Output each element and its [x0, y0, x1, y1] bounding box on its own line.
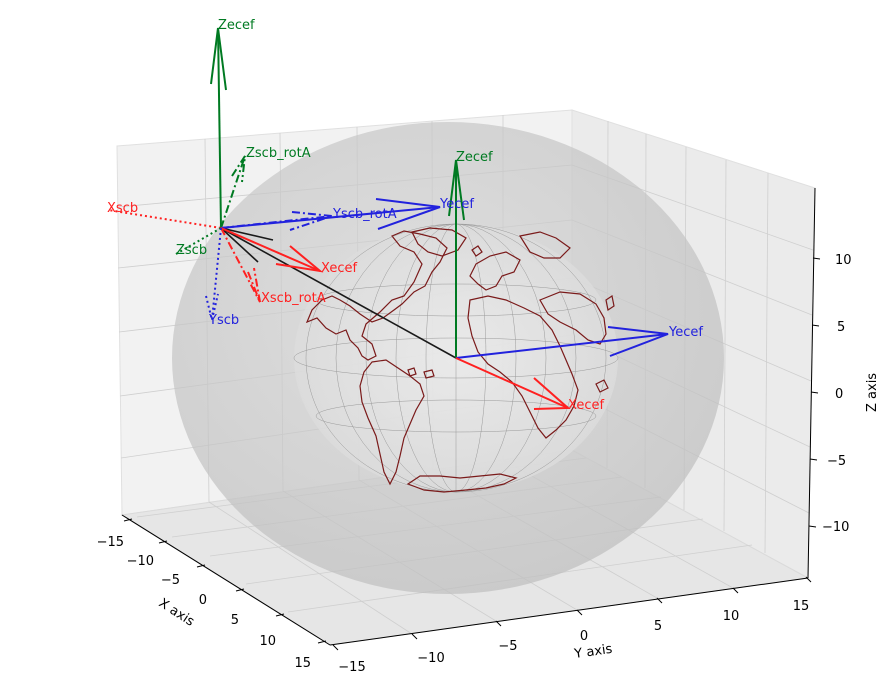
x-axis-line [121, 514, 331, 646]
arrowhead [275, 245, 324, 273]
vector-yecef-sc [220, 206, 441, 229]
x-tick-label: 10 [259, 634, 276, 649]
vector-label: Yecef [668, 325, 703, 340]
position-vector-tail [220, 227, 259, 263]
earth-frame [448, 159, 669, 410]
y-tick-label: 5 [654, 619, 662, 634]
coastlines [305, 227, 615, 493]
vector-zscb-rota [220, 155, 246, 229]
arrowhead [375, 198, 441, 230]
vector-zscb [175, 227, 222, 255]
arrowhead [247, 267, 261, 303]
vector-zecef-sc [217, 27, 222, 229]
x-tick-label: −5 [161, 573, 180, 588]
x-tick-label: −15 [97, 535, 124, 550]
spacecraft-frame [107, 27, 441, 321]
vector-xecef-earth [455, 357, 569, 409]
y-tick-label: 10 [723, 609, 740, 624]
vector-labels: Zecef Zscb_rotA Xscb Zscb Yscb_rotA Yece… [107, 18, 703, 413]
y-tick-label: −15 [338, 660, 365, 675]
z-tick-labels: 10 5 0 −5 −10 [822, 253, 852, 535]
vector-label: Zecef [218, 18, 255, 33]
vector-xscb [107, 209, 222, 229]
y-tick-label: 15 [793, 599, 810, 614]
position-vector-tail [220, 227, 274, 241]
vector-label: Zscb_rotA [246, 146, 311, 161]
vector-yecef-earth [455, 333, 669, 359]
x-tick-label: 0 [199, 593, 207, 608]
vector-label: Xecef [321, 261, 357, 276]
arrowhead [210, 27, 227, 91]
x-tick-label: −10 [127, 554, 154, 569]
z-tick-label: 0 [835, 387, 843, 402]
vector-label: Xecef [568, 398, 604, 413]
tick-marks [123, 257, 821, 651]
axis-lines [121, 187, 816, 646]
vector-xecef-sc [220, 227, 321, 272]
vector-label: Xscb_rotA [261, 291, 326, 306]
vector-xscb-rota [220, 227, 261, 303]
y-tick-label: 0 [580, 629, 588, 644]
vector-label: Yscb_rotA [332, 207, 397, 222]
x-tick-label: 5 [231, 613, 239, 628]
y-axis-line [329, 577, 809, 646]
y-tick-label: −10 [417, 651, 444, 666]
vector-label: Zscb [176, 243, 207, 258]
vector-label: Yscb [208, 313, 239, 328]
x-tick-labels: −15 −10 −5 0 5 10 15 [97, 535, 311, 671]
z-tick-label: 10 [835, 253, 852, 268]
arrowhead [607, 326, 669, 357]
position-vector [220, 227, 457, 359]
arrowhead [533, 377, 571, 410]
arrowhead [448, 159, 465, 221]
z-tick-label: 5 [837, 320, 845, 335]
vector-label: Yecef [439, 197, 474, 212]
y-axis-label: Y axis [572, 642, 613, 662]
z-axis-line [807, 187, 816, 579]
z-tick-label: −10 [822, 520, 849, 535]
x-tick-label: 15 [294, 656, 311, 671]
y-tick-labels: −15 −10 −5 0 5 10 15 [338, 599, 809, 675]
vector-yscb [211, 227, 222, 321]
z-tick-label: −5 [827, 454, 846, 469]
z-axis-label: Z axis [865, 373, 880, 412]
x-axis-label: X axis [156, 596, 197, 630]
arrowhead [231, 155, 246, 183]
y-tick-label: −5 [498, 639, 517, 654]
vector-label: Xscb [107, 201, 138, 216]
arrowhead [289, 211, 333, 231]
vector-label: Zecef [456, 150, 493, 165]
